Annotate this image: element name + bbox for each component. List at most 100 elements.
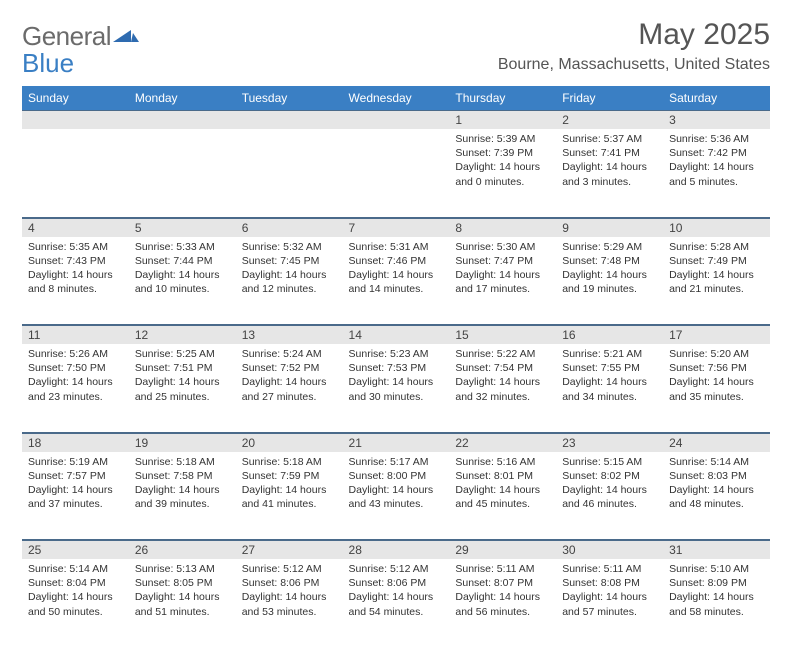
calendar-cell: Sunrise: 5:39 AMSunset: 7:39 PMDaylight:… xyxy=(449,129,556,217)
calendar-cell-num: 16 xyxy=(556,325,663,345)
calendar-cell-num: 2 xyxy=(556,110,663,129)
day-content: Sunrise: 5:21 AMSunset: 7:55 PMDaylight:… xyxy=(556,344,663,410)
day-content: Sunrise: 5:32 AMSunset: 7:45 PMDaylight:… xyxy=(236,237,343,303)
day-content: Sunrise: 5:22 AMSunset: 7:54 PMDaylight:… xyxy=(449,344,556,410)
calendar-cell-num: 31 xyxy=(663,540,770,560)
day-content: Sunrise: 5:30 AMSunset: 7:47 PMDaylight:… xyxy=(449,237,556,303)
calendar-cell: Sunrise: 5:29 AMSunset: 7:48 PMDaylight:… xyxy=(556,237,663,325)
calendar-cell-num xyxy=(343,110,450,129)
calendar-cell-num: 17 xyxy=(663,325,770,345)
calendar-cell xyxy=(129,129,236,217)
day-number: 17 xyxy=(663,325,770,344)
day-content: Sunrise: 5:28 AMSunset: 7:49 PMDaylight:… xyxy=(663,237,770,303)
calendar-cell-num xyxy=(236,110,343,129)
day-number: 5 xyxy=(129,218,236,237)
calendar-cell: Sunrise: 5:13 AMSunset: 8:05 PMDaylight:… xyxy=(129,559,236,647)
day-content: Sunrise: 5:13 AMSunset: 8:05 PMDaylight:… xyxy=(129,559,236,625)
day-header: Saturday xyxy=(663,86,770,110)
day-number: 4 xyxy=(22,218,129,237)
day-number: 29 xyxy=(449,540,556,559)
day-number: 2 xyxy=(556,110,663,129)
calendar-cell-num: 18 xyxy=(22,432,129,452)
day-number: 9 xyxy=(556,218,663,237)
day-number: 3 xyxy=(663,110,770,129)
day-content: Sunrise: 5:26 AMSunset: 7:50 PMDaylight:… xyxy=(22,344,129,410)
calendar-cell-num: 1 xyxy=(449,110,556,129)
calendar-cell: Sunrise: 5:16 AMSunset: 8:01 PMDaylight:… xyxy=(449,452,556,540)
calendar-cell-num: 15 xyxy=(449,325,556,345)
calendar-cell: Sunrise: 5:30 AMSunset: 7:47 PMDaylight:… xyxy=(449,237,556,325)
day-header: Sunday xyxy=(22,86,129,110)
calendar-cell xyxy=(22,129,129,217)
calendar-cell-num: 8 xyxy=(449,217,556,237)
day-number: 28 xyxy=(343,540,450,559)
day-content: Sunrise: 5:15 AMSunset: 8:02 PMDaylight:… xyxy=(556,452,663,518)
day-number: 30 xyxy=(556,540,663,559)
calendar-cell: Sunrise: 5:31 AMSunset: 7:46 PMDaylight:… xyxy=(343,237,450,325)
calendar-cell: Sunrise: 5:37 AMSunset: 7:41 PMDaylight:… xyxy=(556,129,663,217)
day-content: Sunrise: 5:29 AMSunset: 7:48 PMDaylight:… xyxy=(556,237,663,303)
day-number: 10 xyxy=(663,218,770,237)
day-number: 20 xyxy=(236,433,343,452)
day-content: Sunrise: 5:31 AMSunset: 7:46 PMDaylight:… xyxy=(343,237,450,303)
calendar-cell-num: 24 xyxy=(663,432,770,452)
calendar-cell: Sunrise: 5:21 AMSunset: 7:55 PMDaylight:… xyxy=(556,344,663,432)
calendar-cell-num: 11 xyxy=(22,325,129,345)
calendar-cell: Sunrise: 5:20 AMSunset: 7:56 PMDaylight:… xyxy=(663,344,770,432)
calendar-table: SundayMondayTuesdayWednesdayThursdayFrid… xyxy=(22,86,770,647)
day-header: Friday xyxy=(556,86,663,110)
calendar-cell: Sunrise: 5:26 AMSunset: 7:50 PMDaylight:… xyxy=(22,344,129,432)
calendar-cell-num: 26 xyxy=(129,540,236,560)
calendar-cell-num: 4 xyxy=(22,217,129,237)
day-content: Sunrise: 5:19 AMSunset: 7:57 PMDaylight:… xyxy=(22,452,129,518)
calendar-cell: Sunrise: 5:28 AMSunset: 7:49 PMDaylight:… xyxy=(663,237,770,325)
calendar-cell-num: 7 xyxy=(343,217,450,237)
calendar-cell-num: 10 xyxy=(663,217,770,237)
calendar-cell-num: 27 xyxy=(236,540,343,560)
day-number: 14 xyxy=(343,325,450,344)
calendar-cell: Sunrise: 5:11 AMSunset: 8:07 PMDaylight:… xyxy=(449,559,556,647)
calendar-cell: Sunrise: 5:36 AMSunset: 7:42 PMDaylight:… xyxy=(663,129,770,217)
calendar-cell-num: 29 xyxy=(449,540,556,560)
calendar-cell xyxy=(236,129,343,217)
day-header: Monday xyxy=(129,86,236,110)
day-header: Tuesday xyxy=(236,86,343,110)
calendar-cell xyxy=(343,129,450,217)
calendar-cell: Sunrise: 5:14 AMSunset: 8:03 PMDaylight:… xyxy=(663,452,770,540)
calendar-cell-num: 23 xyxy=(556,432,663,452)
day-content: Sunrise: 5:33 AMSunset: 7:44 PMDaylight:… xyxy=(129,237,236,303)
day-content: Sunrise: 5:11 AMSunset: 8:07 PMDaylight:… xyxy=(449,559,556,625)
calendar-cell-num: 22 xyxy=(449,432,556,452)
day-number: 12 xyxy=(129,325,236,344)
day-number: 1 xyxy=(449,110,556,129)
day-content: Sunrise: 5:17 AMSunset: 8:00 PMDaylight:… xyxy=(343,452,450,518)
logo-text-2: Blue xyxy=(22,48,74,79)
day-number: 27 xyxy=(236,540,343,559)
day-number: 7 xyxy=(343,218,450,237)
day-number: 26 xyxy=(129,540,236,559)
calendar-cell-num xyxy=(22,110,129,129)
day-content: Sunrise: 5:25 AMSunset: 7:51 PMDaylight:… xyxy=(129,344,236,410)
day-number: 25 xyxy=(22,540,129,559)
day-content: Sunrise: 5:14 AMSunset: 8:04 PMDaylight:… xyxy=(22,559,129,625)
calendar-cell: Sunrise: 5:19 AMSunset: 7:57 PMDaylight:… xyxy=(22,452,129,540)
day-number: 31 xyxy=(663,540,770,559)
calendar-cell-num: 6 xyxy=(236,217,343,237)
calendar-cell-num: 19 xyxy=(129,432,236,452)
calendar-cell: Sunrise: 5:14 AMSunset: 8:04 PMDaylight:… xyxy=(22,559,129,647)
logo-mark-icon xyxy=(113,18,139,49)
day-content: Sunrise: 5:35 AMSunset: 7:43 PMDaylight:… xyxy=(22,237,129,303)
day-content: Sunrise: 5:23 AMSunset: 7:53 PMDaylight:… xyxy=(343,344,450,410)
calendar-cell-num: 25 xyxy=(22,540,129,560)
calendar-cell-num xyxy=(129,110,236,129)
calendar-cell: Sunrise: 5:23 AMSunset: 7:53 PMDaylight:… xyxy=(343,344,450,432)
calendar-cell-num: 20 xyxy=(236,432,343,452)
day-content: Sunrise: 5:24 AMSunset: 7:52 PMDaylight:… xyxy=(236,344,343,410)
day-number: 23 xyxy=(556,433,663,452)
calendar-cell: Sunrise: 5:17 AMSunset: 8:00 PMDaylight:… xyxy=(343,452,450,540)
empty-day xyxy=(22,110,129,129)
calendar-cell: Sunrise: 5:12 AMSunset: 8:06 PMDaylight:… xyxy=(343,559,450,647)
calendar-cell: Sunrise: 5:35 AMSunset: 7:43 PMDaylight:… xyxy=(22,237,129,325)
empty-day xyxy=(343,110,450,129)
day-number: 15 xyxy=(449,325,556,344)
